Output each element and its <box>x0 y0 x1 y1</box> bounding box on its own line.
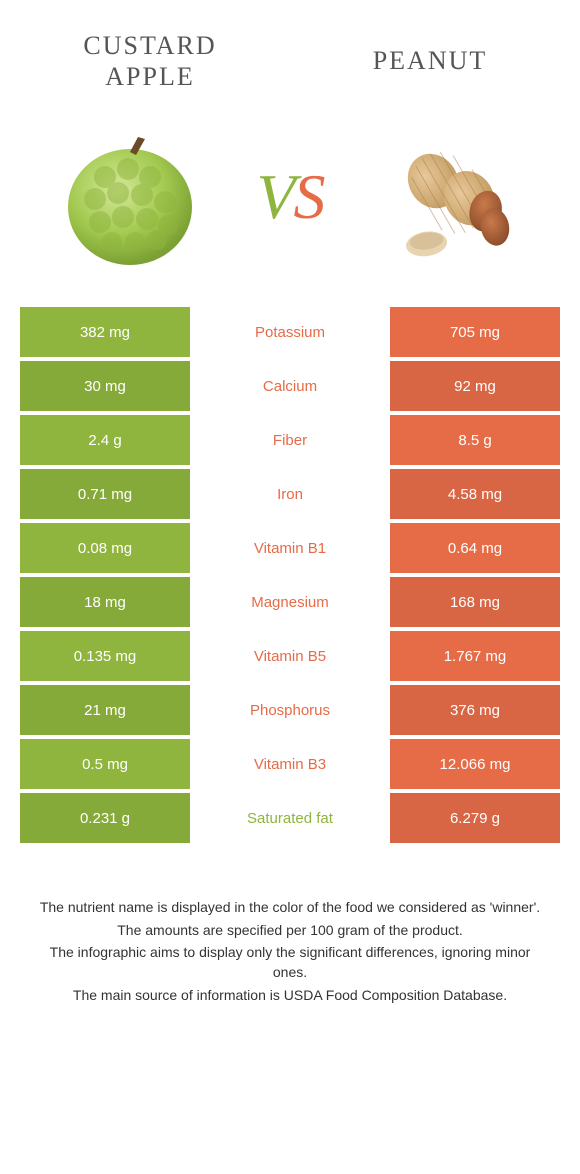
footnote-line: The nutrient name is displayed in the co… <box>35 897 545 917</box>
comparison-table: 382 mgPotassium705 mg30 mgCalcium92 mg2.… <box>20 307 560 843</box>
nutrient-label: Vitamin B5 <box>190 631 390 681</box>
value-right: 376 mg <box>390 685 560 735</box>
value-left: 0.08 mg <box>20 523 190 573</box>
images-row: VS <box>0 102 580 307</box>
value-right: 8.5 g <box>390 415 560 465</box>
table-row: 0.231 gSaturated fat6.279 g <box>20 793 560 843</box>
value-right: 1.767 mg <box>390 631 560 681</box>
value-right: 705 mg <box>390 307 560 357</box>
footnote-line: The amounts are specified per 100 gram o… <box>35 920 545 940</box>
table-row: 2.4 gFiber8.5 g <box>20 415 560 465</box>
header: Custard apple Peanut <box>0 0 580 102</box>
value-left: 18 mg <box>20 577 190 627</box>
footnote-line: The infographic aims to display only the… <box>35 942 545 983</box>
custard-apple-image <box>50 117 210 277</box>
value-left: 0.5 mg <box>20 739 190 789</box>
value-right: 92 mg <box>390 361 560 411</box>
value-left: 0.135 mg <box>20 631 190 681</box>
value-right: 4.58 mg <box>390 469 560 519</box>
food-right-title: Peanut <box>340 46 520 76</box>
value-right: 0.64 mg <box>390 523 560 573</box>
table-row: 0.08 mgVitamin B10.64 mg <box>20 523 560 573</box>
nutrient-label: Iron <box>190 469 390 519</box>
nutrient-label: Potassium <box>190 307 390 357</box>
table-row: 30 mgCalcium92 mg <box>20 361 560 411</box>
vs-label: VS <box>256 160 323 234</box>
value-left: 21 mg <box>20 685 190 735</box>
nutrient-label: Fiber <box>190 415 390 465</box>
value-left: 2.4 g <box>20 415 190 465</box>
nutrient-label: Calcium <box>190 361 390 411</box>
value-left: 30 mg <box>20 361 190 411</box>
nutrient-label: Vitamin B3 <box>190 739 390 789</box>
nutrient-label: Saturated fat <box>190 793 390 843</box>
vs-v: V <box>256 161 293 232</box>
value-right: 12.066 mg <box>390 739 560 789</box>
table-row: 18 mgMagnesium168 mg <box>20 577 560 627</box>
vs-s: S <box>294 161 324 232</box>
footnotes: The nutrient name is displayed in the co… <box>0 847 580 1004</box>
table-row: 382 mgPotassium705 mg <box>20 307 560 357</box>
nutrient-label: Magnesium <box>190 577 390 627</box>
value-left: 0.231 g <box>20 793 190 843</box>
peanut-image <box>370 117 530 277</box>
value-right: 6.279 g <box>390 793 560 843</box>
table-row: 0.71 mgIron4.58 mg <box>20 469 560 519</box>
table-row: 21 mgPhosphorus376 mg <box>20 685 560 735</box>
nutrient-label: Vitamin B1 <box>190 523 390 573</box>
nutrient-label: Phosphorus <box>190 685 390 735</box>
food-left-title: Custard apple <box>60 30 240 92</box>
footnote-line: The main source of information is USDA F… <box>35 985 545 1005</box>
table-row: 0.5 mgVitamin B312.066 mg <box>20 739 560 789</box>
value-right: 168 mg <box>390 577 560 627</box>
value-left: 0.71 mg <box>20 469 190 519</box>
value-left: 382 mg <box>20 307 190 357</box>
table-row: 0.135 mgVitamin B51.767 mg <box>20 631 560 681</box>
